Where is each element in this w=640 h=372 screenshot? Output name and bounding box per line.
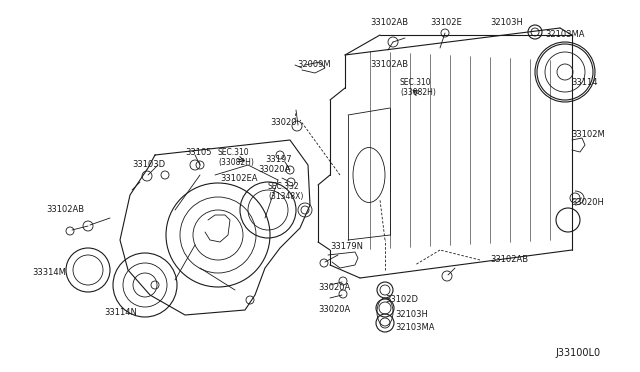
Text: SEC.310: SEC.310 xyxy=(400,78,431,87)
Text: 32103MA: 32103MA xyxy=(395,323,435,332)
Text: 33114N: 33114N xyxy=(104,308,137,317)
Text: SEC.310: SEC.310 xyxy=(218,148,250,157)
Text: 33102AB: 33102AB xyxy=(370,60,408,69)
Text: 33102M: 33102M xyxy=(571,130,605,139)
Text: 32103H: 32103H xyxy=(395,310,428,319)
Text: 33179N: 33179N xyxy=(330,242,363,251)
Text: 32103MA: 32103MA xyxy=(545,30,584,39)
Text: 33020A: 33020A xyxy=(258,165,291,174)
Text: (31348X): (31348X) xyxy=(268,192,303,201)
Text: 33314M: 33314M xyxy=(32,268,66,277)
Text: 33020: 33020 xyxy=(270,118,296,127)
Text: J33100L0: J33100L0 xyxy=(555,348,600,358)
Text: 33105: 33105 xyxy=(185,148,211,157)
Text: 33114: 33114 xyxy=(571,78,598,87)
Text: 32009M: 32009M xyxy=(297,60,331,69)
Text: (33082H): (33082H) xyxy=(218,158,254,167)
Text: 33102E: 33102E xyxy=(430,18,461,27)
Text: 33103D: 33103D xyxy=(132,160,165,169)
Text: 33102EA: 33102EA xyxy=(220,174,257,183)
Text: 33102D: 33102D xyxy=(385,295,418,304)
Text: 33020A: 33020A xyxy=(318,283,350,292)
Text: 33020H: 33020H xyxy=(571,198,604,207)
Text: 32103H: 32103H xyxy=(490,18,523,27)
Text: SEC.332: SEC.332 xyxy=(268,182,300,191)
Text: 33020A: 33020A xyxy=(318,305,350,314)
Text: 33197: 33197 xyxy=(265,155,292,164)
Text: 33102AB: 33102AB xyxy=(46,205,84,214)
Text: 33102AB: 33102AB xyxy=(370,18,408,27)
Text: 33102AB: 33102AB xyxy=(490,255,528,264)
Text: (33082H): (33082H) xyxy=(400,88,436,97)
